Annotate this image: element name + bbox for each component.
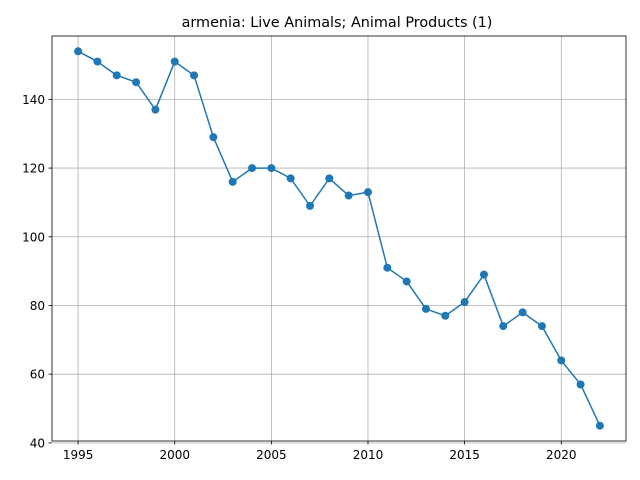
data-point (402, 277, 411, 286)
x-tick-label: 2015 (449, 448, 480, 462)
data-point (132, 78, 141, 87)
data-point (421, 304, 430, 313)
x-tick-label: 2000 (159, 448, 190, 462)
tick-layer: 1995 2000 2005 2010 2015 2020 40 60 80 100 120 140 (22, 93, 576, 462)
data-point (537, 322, 546, 331)
axes-spines (51, 35, 627, 442)
x-tick-label: 1995 (63, 448, 94, 462)
data-point (595, 421, 604, 430)
series-line (77, 50, 601, 427)
data-point (576, 380, 585, 389)
data-point (209, 133, 218, 142)
axes-frame (51, 35, 627, 442)
y-tick-label: 40 (30, 436, 45, 450)
data-point (479, 270, 488, 279)
data-point (228, 177, 237, 186)
data-point (306, 201, 315, 210)
data-point (267, 164, 276, 173)
data-point (557, 356, 566, 365)
data-point (325, 174, 334, 183)
data-point (344, 191, 353, 200)
data-point (383, 263, 392, 272)
data-point (112, 71, 121, 80)
data-point (518, 308, 527, 317)
data-point (499, 322, 508, 331)
data-point (190, 71, 199, 80)
data-point (74, 47, 83, 56)
y-tick-label: 60 (30, 368, 45, 382)
data-point (170, 57, 179, 66)
series-layer (74, 47, 604, 430)
data-point (93, 57, 102, 66)
x-tick-label: 2005 (256, 448, 287, 462)
y-tick-label: 140 (22, 93, 45, 107)
y-tick-label: 100 (22, 230, 45, 244)
data-point (248, 164, 257, 173)
data-point (460, 298, 469, 307)
data-point (363, 188, 372, 197)
data-point (441, 311, 450, 320)
x-tick-label: 2010 (353, 448, 384, 462)
data-point (286, 174, 295, 183)
x-tick-label: 2020 (546, 448, 577, 462)
chart-title: armenia: Live Animals; Animal Products (… (182, 15, 493, 31)
data-point (151, 105, 160, 114)
y-tick-label: 80 (30, 299, 45, 313)
y-tick-label: 120 (22, 162, 45, 176)
